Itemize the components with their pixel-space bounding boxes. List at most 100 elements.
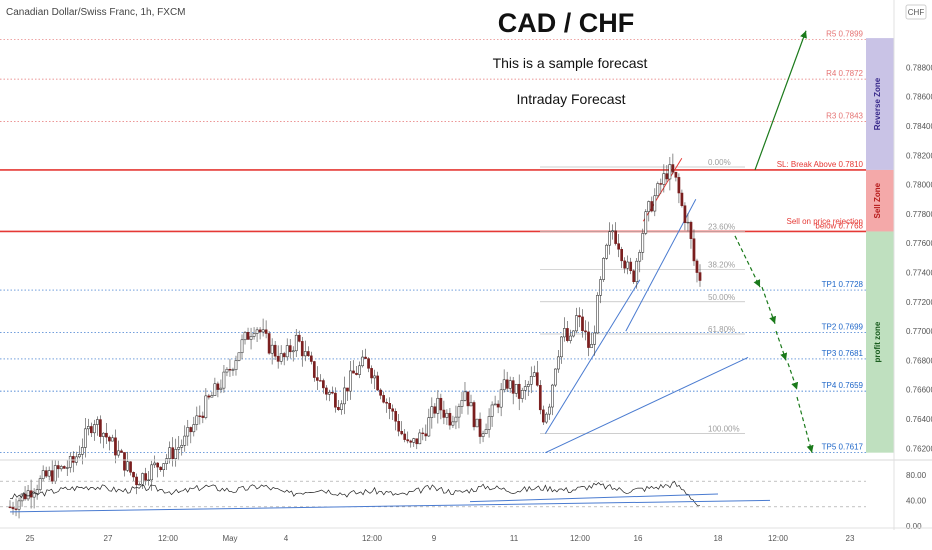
- candle-body: [180, 445, 184, 448]
- candle-body: [680, 192, 684, 206]
- candle-body: [590, 344, 593, 348]
- candle-body: [222, 371, 226, 389]
- candle-body: [261, 329, 265, 333]
- candle-body: [99, 419, 102, 437]
- osc-tick-2: 0.00: [906, 522, 922, 531]
- candle-body: [532, 372, 536, 377]
- candle-body: [349, 370, 352, 392]
- candle-body: [551, 384, 554, 408]
- candle-body: [86, 426, 90, 430]
- candle-body: [346, 387, 349, 392]
- candle-body: [620, 249, 624, 262]
- level-label-8: TP3 0.7681: [822, 349, 864, 358]
- candle-body: [123, 452, 126, 471]
- candle-body: [608, 231, 611, 246]
- candle-body: [535, 372, 539, 386]
- candle-body: [502, 379, 506, 391]
- candle-body: [105, 432, 108, 438]
- candle-body: [14, 508, 18, 510]
- candle-body: [213, 383, 217, 396]
- candle-body: [653, 195, 657, 212]
- candle-body: [641, 233, 645, 253]
- candle-body: [59, 466, 63, 470]
- candle-body: [695, 260, 699, 273]
- candle-body: [635, 260, 639, 283]
- osc-tick-0: 80.00: [906, 471, 927, 480]
- forecast-down-arrow-0: [734, 235, 761, 288]
- fib-label-5: 100.00%: [708, 425, 740, 434]
- candle-body: [454, 416, 458, 423]
- candle-body: [692, 238, 696, 262]
- candle-body: [252, 333, 256, 337]
- candle-body: [457, 406, 461, 418]
- candle-body: [303, 351, 307, 357]
- candle-body: [517, 383, 521, 399]
- forecast-arrows: [734, 30, 814, 453]
- candle-body: [174, 449, 178, 459]
- candle-body: [394, 411, 398, 422]
- forecast-down-arrow-2: [775, 330, 788, 361]
- candle-body: [544, 413, 548, 423]
- candle-body: [599, 279, 602, 296]
- chart-note: Intraday Forecast: [517, 91, 626, 107]
- candle-body: [557, 356, 560, 370]
- candle-body: [596, 295, 599, 334]
- candle-body: [276, 355, 280, 362]
- candle-body: [279, 353, 283, 362]
- currency-badge-box[interactable]: [905, 4, 927, 20]
- candle-body: [270, 344, 274, 354]
- candle-body: [376, 375, 379, 391]
- candle-body: [424, 433, 428, 437]
- oscillator-axis[interactable]: 80.00 40.00 0.00: [906, 471, 927, 531]
- candle-body: [195, 415, 199, 425]
- level-label-2: R3 0.7843: [826, 112, 863, 121]
- candle-body: [605, 244, 608, 259]
- candle-body: [659, 183, 663, 185]
- currency-badge: CHF: [908, 8, 925, 17]
- candle-body: [198, 415, 202, 417]
- osc-tick-1: 40.00: [906, 496, 927, 505]
- candle-body: [325, 387, 328, 395]
- time-axis[interactable]: 25 27 12:00 May 4 12:00 9 11 12:00 16 18 12:00 23: [26, 534, 855, 543]
- candle-body: [529, 376, 533, 385]
- candle-body: [632, 270, 636, 283]
- candle-body: [397, 420, 401, 432]
- candle-body: [538, 385, 542, 411]
- candle-body: [111, 437, 114, 442]
- candle-body: [297, 334, 301, 342]
- candle-body: [312, 361, 316, 378]
- candle-body: [638, 252, 642, 262]
- level-label-0: R5 0.7899: [826, 30, 863, 39]
- candle-body: [445, 412, 449, 418]
- candle-body: [216, 383, 220, 390]
- candle-body: [523, 386, 527, 391]
- candle-body: [340, 403, 343, 410]
- time-tick-11: 12:00: [768, 534, 789, 543]
- forecast-down-arrow-3: [787, 363, 799, 390]
- candle-body: [77, 454, 81, 458]
- candle-body: [132, 472, 135, 478]
- candle-body: [361, 356, 364, 367]
- osc-trendline-short: [469, 493, 719, 503]
- level-label-4: Sell on price rejection: [787, 217, 863, 226]
- candle-body: [526, 384, 530, 387]
- candle-body: [291, 350, 295, 353]
- time-tick-9: 16: [634, 534, 643, 543]
- candle-body: [83, 428, 87, 448]
- oscillator-line: [9, 480, 701, 507]
- candle-body: [662, 173, 666, 185]
- forecast-down-arrow-4: [796, 396, 814, 453]
- time-tick-10: 18: [714, 534, 723, 543]
- oscillator-pane: [0, 480, 866, 513]
- candle-body: [427, 417, 431, 437]
- candle-body: [656, 183, 660, 197]
- candle-body: [243, 332, 247, 341]
- zone-label-1: Sell Zone: [873, 182, 882, 218]
- candle-body: [53, 465, 57, 482]
- candle-body: [442, 409, 446, 418]
- candle-body: [463, 391, 467, 401]
- candle-body: [439, 397, 443, 411]
